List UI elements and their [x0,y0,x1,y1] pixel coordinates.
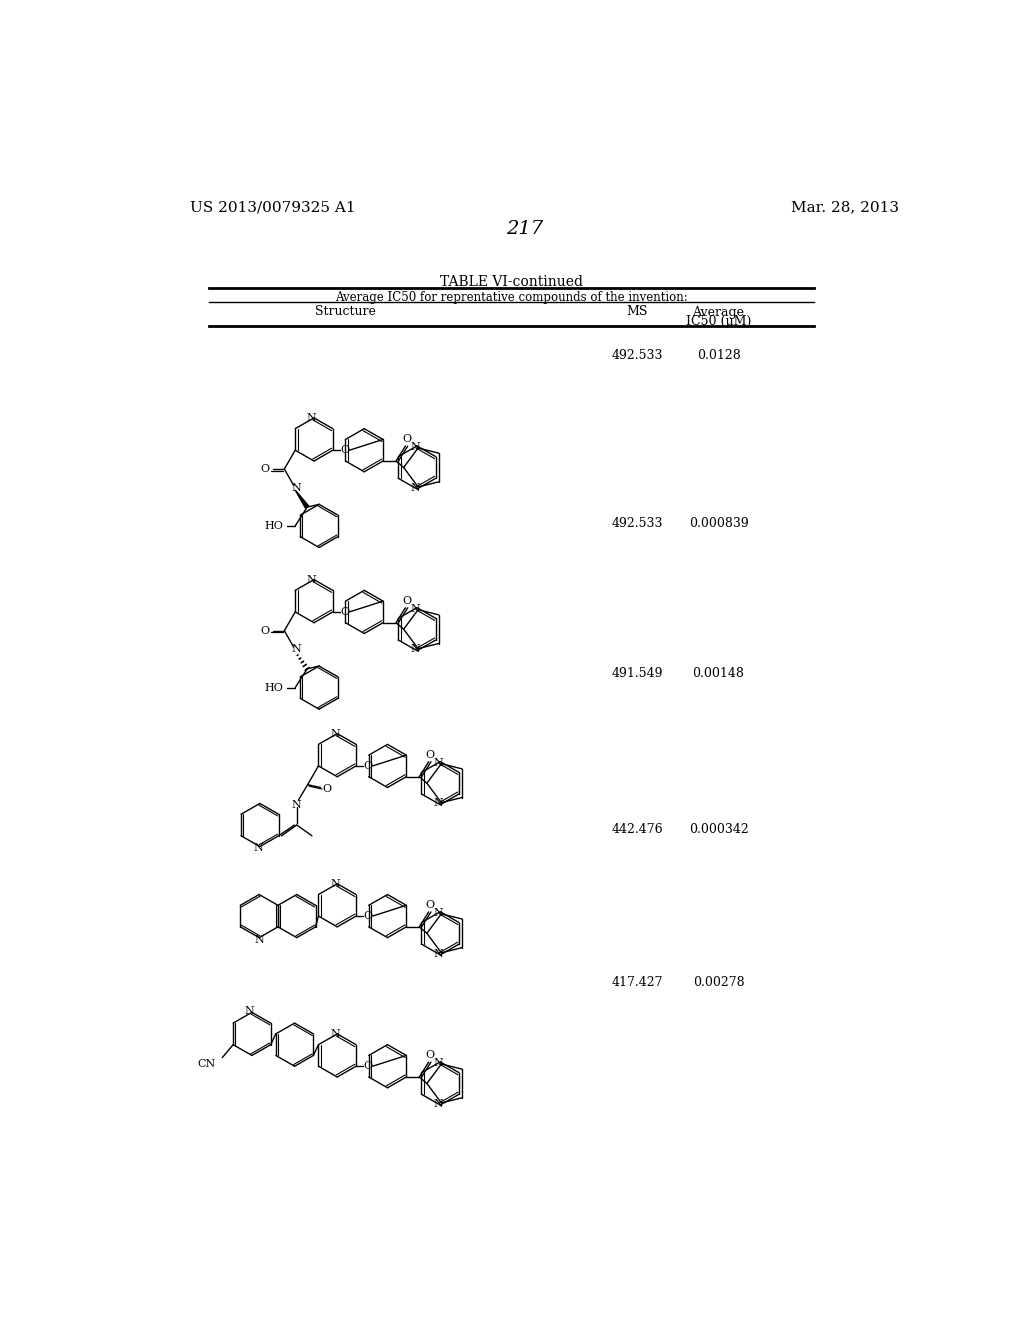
Text: O: O [402,434,412,444]
Text: N: N [411,644,420,655]
Text: N: N [433,1098,443,1109]
Text: N: N [307,574,316,585]
Polygon shape [295,490,309,508]
Text: N: N [292,483,302,492]
Text: N: N [433,1059,443,1068]
Text: O: O [364,1061,373,1072]
Text: HO: HO [264,521,284,531]
Text: 417.427: 417.427 [611,977,663,989]
Text: O: O [364,760,373,771]
Text: O: O [426,1051,435,1060]
Text: N: N [254,935,264,945]
Text: N: N [330,879,340,888]
Text: O: O [364,911,373,921]
Text: Average IC50 for reprentative compounds of the invention:: Average IC50 for reprentative compounds … [335,290,688,304]
Text: N: N [433,908,443,919]
Text: TABLE VI-continued: TABLE VI-continued [440,276,583,289]
Text: 492.533: 492.533 [611,350,663,363]
Text: O: O [261,626,270,636]
Text: 217: 217 [506,220,544,238]
Text: 0.00148: 0.00148 [692,668,744,680]
Text: N: N [330,1028,340,1039]
Text: 0.000342: 0.000342 [689,822,749,836]
Text: 491.549: 491.549 [611,668,663,680]
Text: O: O [323,784,331,795]
Text: 0.000839: 0.000839 [689,517,749,531]
Text: Structure: Structure [314,305,376,318]
Text: O: O [426,900,435,909]
Text: N: N [254,843,263,853]
Text: N: N [292,644,302,655]
Text: O: O [426,750,435,760]
Text: N: N [411,605,420,614]
Text: Mar. 28, 2013: Mar. 28, 2013 [791,201,899,215]
Text: 0.0128: 0.0128 [696,350,740,363]
Text: IC50 (μM): IC50 (μM) [686,314,752,327]
Text: CN: CN [198,1059,216,1069]
Text: N: N [292,800,302,810]
Text: N: N [433,799,443,808]
Text: O: O [402,595,412,606]
Text: N: N [245,1006,255,1016]
Text: Average: Average [692,306,744,319]
Text: HO: HO [264,682,284,693]
Text: 442.476: 442.476 [611,822,663,836]
Text: O: O [261,465,270,474]
Text: N: N [330,729,340,739]
Text: N: N [307,413,316,422]
Text: 0.00278: 0.00278 [693,977,744,989]
Text: N: N [433,949,443,958]
Text: N: N [411,442,420,453]
Text: N: N [433,758,443,768]
Text: US 2013/0079325 A1: US 2013/0079325 A1 [190,201,355,215]
Text: N: N [411,483,420,492]
Text: O: O [340,607,349,616]
Text: O: O [340,445,349,455]
Text: MS: MS [627,305,648,318]
Text: 492.533: 492.533 [611,517,663,531]
